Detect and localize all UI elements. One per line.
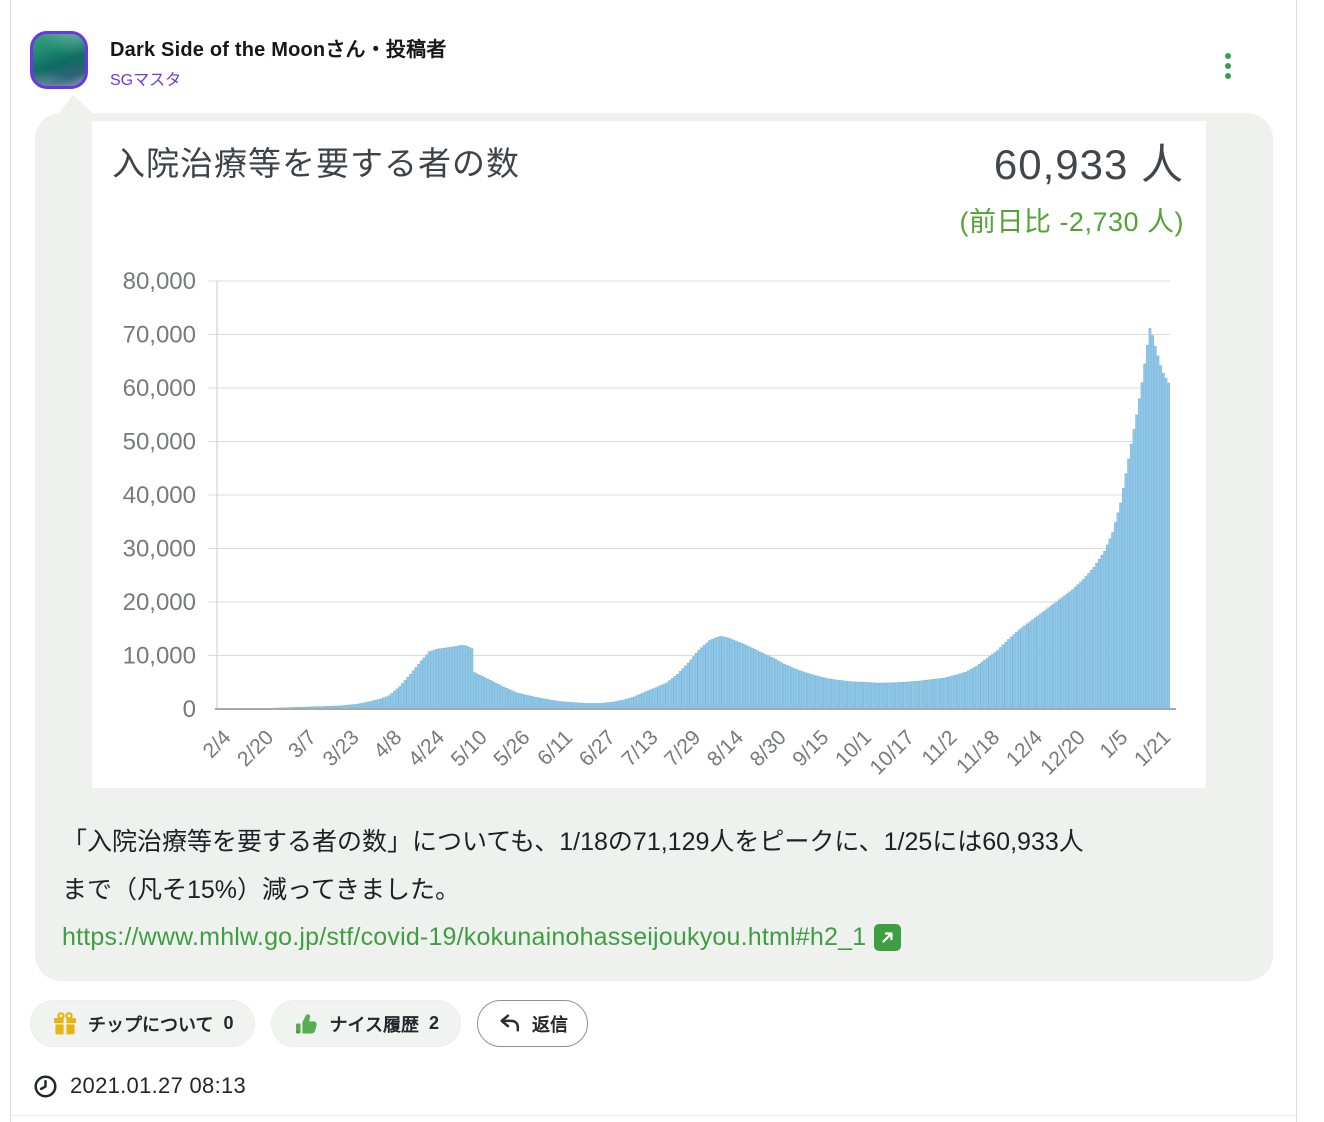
- comment-body-line: まで（凡そ15%）減ってきました。: [62, 876, 461, 904]
- svg-text:2/20: 2/20: [233, 726, 278, 771]
- gift-icon: [54, 1011, 76, 1034]
- svg-text:3/23: 3/23: [318, 726, 363, 771]
- reply-button-label: 返信: [531, 1014, 568, 1035]
- avatar[interactable]: [30, 31, 88, 89]
- svg-text:2/4: 2/4: [199, 726, 236, 763]
- svg-text:50,000: 50,000: [123, 429, 196, 456]
- nice-button[interactable]: ナイス履歴 2: [271, 1000, 461, 1047]
- svg-text:20,000: 20,000: [123, 589, 196, 616]
- svg-text:11/18: 11/18: [952, 726, 1004, 778]
- svg-text:5/10: 5/10: [447, 726, 492, 771]
- svg-text:9/15: 9/15: [788, 726, 833, 771]
- svg-text:1/5: 1/5: [1096, 726, 1133, 763]
- external-link-icon[interactable]: [874, 924, 902, 951]
- svg-text:10/17: 10/17: [865, 726, 918, 779]
- left-column-border: [10, 0, 11, 1122]
- svg-text:7/29: 7/29: [660, 726, 705, 771]
- reply-arrow-icon: [500, 1014, 520, 1032]
- chart-current-value: 60,933 人: [993, 141, 1184, 188]
- thumbs-up-icon: [296, 1013, 318, 1033]
- svg-text:12/20: 12/20: [1036, 726, 1089, 779]
- svg-text:4/8: 4/8: [369, 726, 406, 763]
- svg-text:8/14: 8/14: [703, 726, 748, 771]
- comment-bottom-divider: [11, 1115, 1297, 1116]
- tip-button[interactable]: チップについて 0: [30, 1000, 256, 1047]
- svg-text:60,000: 60,000: [123, 375, 196, 402]
- link-row: https://www.mhlw.go.jp/stf/covid-19/koku…: [62, 923, 902, 952]
- kebab-menu-icon[interactable]: [1218, 48, 1238, 84]
- hospitalization-chart: 0 10,000 20,000 30,000 40,000 50,000 60,000 70,…: [123, 268, 1176, 779]
- svg-text:30,000: 30,000: [123, 536, 196, 563]
- author-name: Dark Side of the Moonさん・投稿者: [110, 39, 447, 61]
- tip-count: 0: [223, 1013, 234, 1033]
- action-bar: チップについて 0 ナイス履歴 2 返信: [30, 1000, 588, 1047]
- svg-text:3/7: 3/7: [284, 726, 321, 763]
- chart-title: 入院治療等を要する者の数: [112, 145, 520, 182]
- right-column-border: [1296, 0, 1297, 1122]
- user-rank-badge: SGマスタ: [110, 72, 182, 89]
- svg-text:6/27: 6/27: [575, 726, 620, 771]
- post-timestamp: 2021.01.27 08:13: [70, 1073, 247, 1098]
- chart-image: 0 10,000 20,000 30,000 40,000 50,000 60,000 70,…: [92, 121, 1206, 788]
- timestamp-row: 2021.01.27 08:13: [33, 1073, 246, 1099]
- svg-text:40,000: 40,000: [123, 482, 196, 509]
- comment-body: 「入院治療等を要する者の数」についても、1/18の71,129人をピークに、1/…: [62, 818, 1247, 914]
- chart-figures: 60,933 人 (前日比 -2,730 人): [959, 131, 1184, 239]
- chart-day-over-day-change: (前日比 -2,730 人): [959, 207, 1184, 237]
- clock-icon: [34, 1074, 57, 1098]
- svg-text:1/21: 1/21: [1130, 726, 1175, 771]
- svg-text:0: 0: [183, 696, 196, 723]
- svg-text:6/11: 6/11: [533, 726, 577, 770]
- svg-text:7/13: 7/13: [617, 726, 662, 771]
- comment-bubble: 0 10,000 20,000 30,000 40,000 50,000 60,000 70,…: [35, 95, 1273, 981]
- svg-text:70,000: 70,000: [123, 322, 196, 349]
- svg-text:80,000: 80,000: [123, 268, 196, 295]
- nice-button-label: ナイス履歴: [329, 1014, 419, 1035]
- tip-button-label: チップについて: [88, 1014, 214, 1035]
- svg-text:5/26: 5/26: [489, 726, 534, 771]
- svg-text:8/30: 8/30: [746, 726, 791, 771]
- nice-count: 2: [428, 1013, 439, 1033]
- svg-text:10,000: 10,000: [123, 643, 196, 670]
- comment-header: Dark Side of the Moonさん・投稿者 SGマスタ: [0, 0, 1324, 112]
- reply-button[interactable]: 返信: [476, 1000, 588, 1047]
- source-link[interactable]: https://www.mhlw.go.jp/stf/covid-19/koku…: [62, 923, 867, 951]
- comment-body-line: 「入院治療等を要する者の数」についても、1/18の71,129人をピークに、1/…: [62, 828, 1084, 856]
- svg-text:4/24: 4/24: [404, 726, 449, 771]
